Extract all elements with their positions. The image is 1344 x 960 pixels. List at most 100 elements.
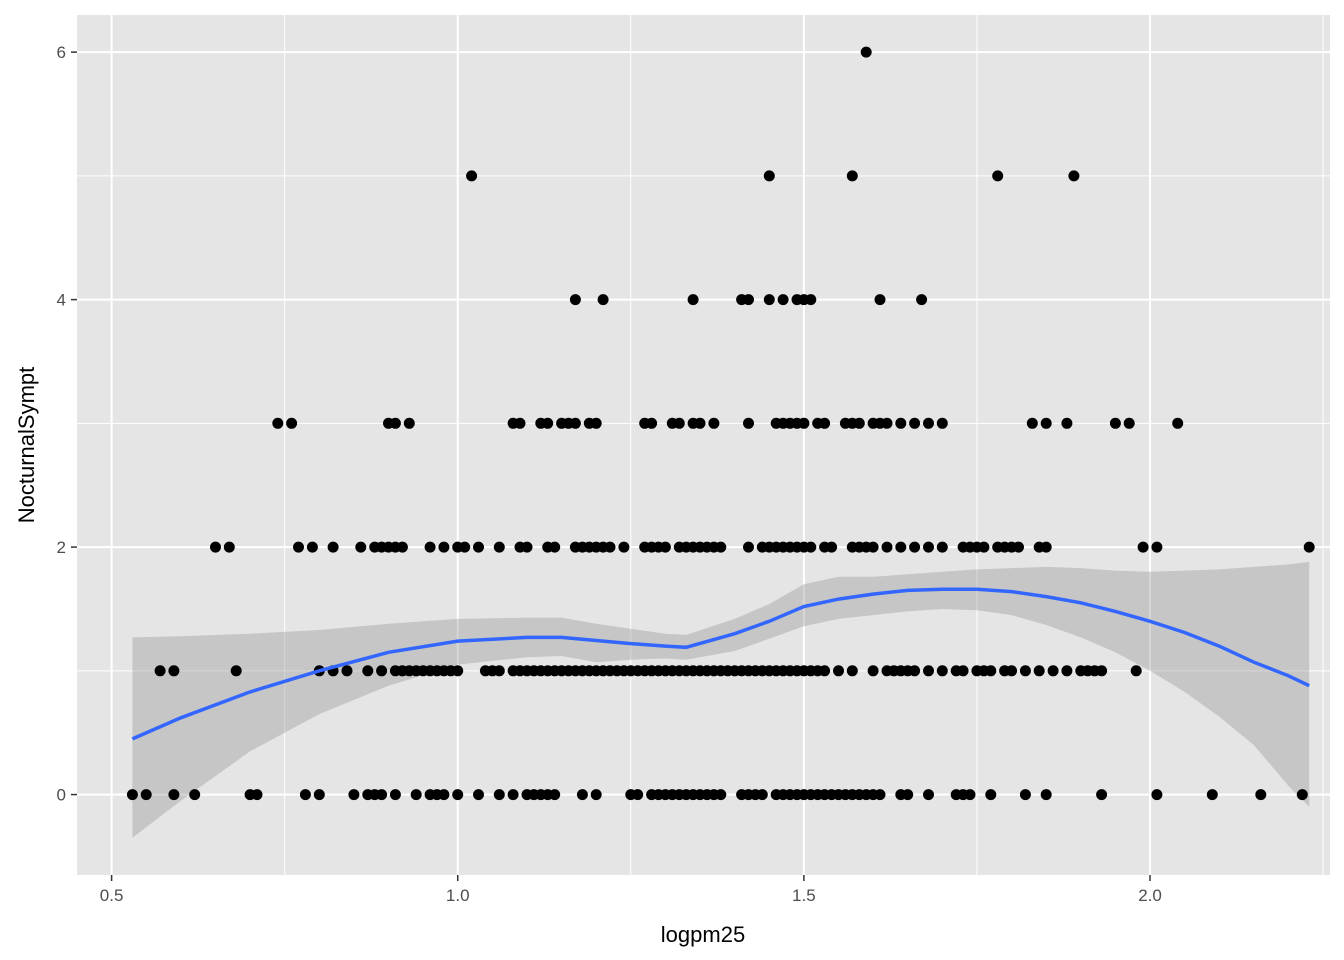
- data-point: [154, 665, 166, 677]
- data-point: [223, 541, 235, 553]
- smooth-fit-line: [131, 587, 1310, 741]
- data-point: [819, 417, 831, 429]
- data-point: [140, 789, 152, 801]
- data-point: [272, 417, 284, 429]
- data-point: [126, 789, 138, 801]
- data-point: [493, 789, 505, 801]
- x-axis: 0.5 1.0 1.5 2.0: [100, 875, 1162, 905]
- data-point: [389, 417, 401, 429]
- data-point: [978, 541, 990, 553]
- data-point: [1151, 789, 1163, 801]
- data-point: [493, 665, 505, 677]
- x-tick-label: 0.5: [100, 886, 124, 905]
- x-axis-title: logpm25: [661, 922, 745, 947]
- data-point: [985, 789, 997, 801]
- data-point: [895, 417, 907, 429]
- data-point: [715, 789, 727, 801]
- data-point: [210, 541, 221, 553]
- data-point: [867, 541, 879, 553]
- x-tick-label: 1.5: [792, 886, 816, 905]
- data-point: [168, 665, 180, 677]
- data-point: [514, 417, 526, 429]
- data-point: [507, 789, 519, 801]
- data-point: [743, 294, 754, 306]
- plot-panel: [77, 15, 1330, 875]
- data-point: [306, 541, 318, 553]
- x-tick-label: 2.0: [1138, 886, 1162, 905]
- data-point: [867, 665, 879, 677]
- data-point: [916, 294, 928, 306]
- data-point: [313, 789, 325, 801]
- data-point: [1255, 789, 1267, 801]
- data-point: [597, 294, 609, 306]
- data-point: [493, 541, 505, 553]
- y-tick-label: 6: [57, 43, 66, 62]
- data-point: [957, 665, 969, 677]
- data-point: [632, 789, 644, 801]
- data-point: [992, 170, 1004, 182]
- data-point: [189, 789, 201, 801]
- data-point: [805, 541, 817, 553]
- data-point: [853, 417, 865, 429]
- data-point: [569, 417, 581, 429]
- data-point: [549, 789, 561, 801]
- data-point: [1047, 665, 1059, 677]
- data-point: [1026, 417, 1038, 429]
- data-point: [521, 541, 533, 553]
- data-point: [881, 417, 893, 429]
- data-point: [618, 541, 630, 553]
- data-point: [902, 789, 914, 801]
- data-point: [438, 541, 450, 553]
- data-point: [687, 294, 699, 306]
- data-point: [923, 417, 934, 429]
- data-point: [1040, 789, 1052, 801]
- data-point: [362, 665, 374, 677]
- data-point: [576, 789, 588, 801]
- x-tick-label: 1.0: [446, 886, 470, 905]
- data-point: [909, 417, 921, 429]
- data-point: [376, 789, 388, 801]
- data-point: [1019, 665, 1031, 677]
- data-point: [403, 417, 415, 429]
- data-point: [341, 665, 353, 677]
- y-axis-title: NocturnalSympt: [14, 367, 39, 524]
- data-point: [1123, 417, 1135, 429]
- data-point: [1096, 665, 1108, 677]
- data-point: [473, 789, 484, 801]
- data-point: [833, 665, 844, 677]
- data-point: [549, 541, 561, 553]
- data-point: [424, 541, 436, 553]
- data-point: [348, 789, 360, 801]
- data-point: [569, 294, 581, 306]
- y-tick-label: 4: [57, 291, 66, 310]
- data-point: [1040, 541, 1052, 553]
- confidence-ribbon: [132, 561, 1310, 838]
- data-point: [694, 417, 706, 429]
- data-point: [936, 665, 948, 677]
- data-point: [985, 665, 997, 677]
- data-points: [126, 46, 1315, 801]
- data-point: [604, 541, 616, 553]
- data-point: [936, 417, 948, 429]
- data-point: [798, 417, 810, 429]
- data-point: [819, 665, 831, 677]
- data-point: [964, 789, 976, 801]
- data-point: [708, 417, 720, 429]
- data-point: [826, 541, 838, 553]
- data-point: [1006, 665, 1018, 677]
- data-point: [743, 541, 754, 553]
- data-point: [846, 170, 858, 182]
- data-point: [327, 541, 339, 553]
- data-point: [1040, 417, 1052, 429]
- data-point: [874, 294, 886, 306]
- data-point: [860, 46, 872, 58]
- data-point: [1172, 417, 1184, 429]
- data-point: [1151, 541, 1163, 553]
- data-point: [230, 665, 242, 677]
- data-point: [396, 541, 408, 553]
- data-point: [542, 417, 554, 429]
- data-point: [909, 541, 921, 553]
- data-point: [715, 541, 727, 553]
- data-point: [1109, 417, 1121, 429]
